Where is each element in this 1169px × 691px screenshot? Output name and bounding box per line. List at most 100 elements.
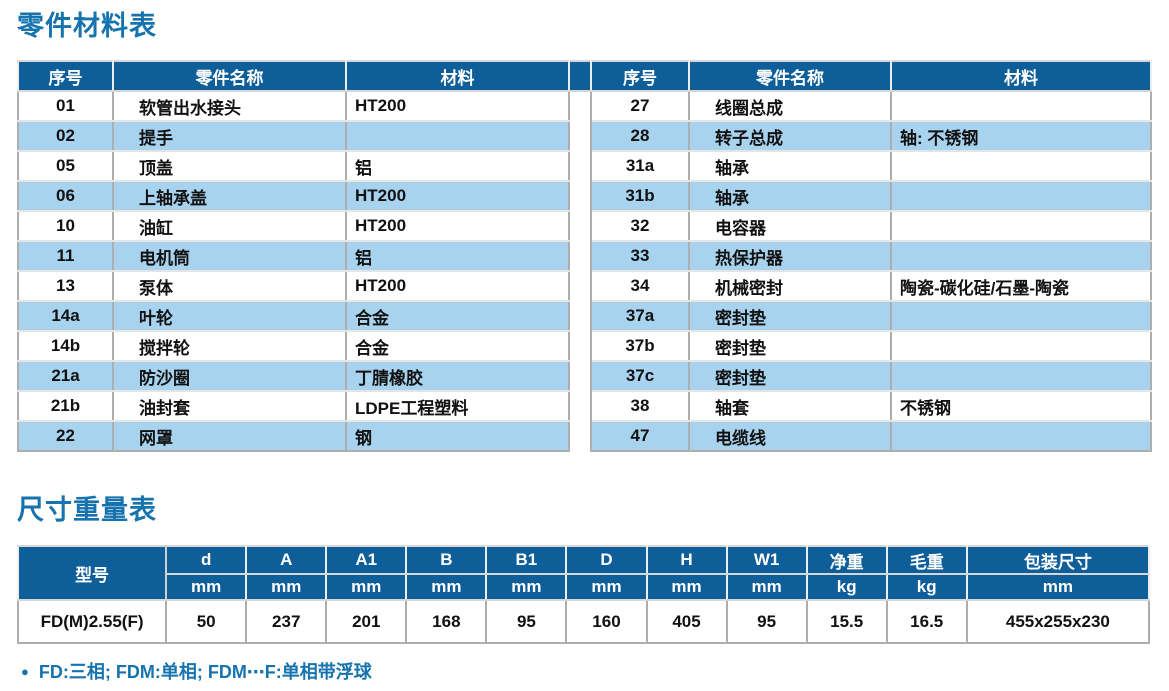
part-name: 网罩 [112, 420, 347, 452]
dim-column-unit: kg [805, 573, 888, 601]
dim-value: 168 [405, 599, 488, 644]
part-material: 不锈钢 [890, 390, 1152, 422]
part-name: 上轴承盖 [112, 180, 347, 212]
part-number: 28 [590, 120, 690, 152]
dim-value: 237 [245, 599, 328, 644]
parts-row: 21a 防沙圈 丁腈橡胶 37c 密封垫 [17, 360, 1152, 392]
header-gap [568, 60, 592, 92]
parts-row: 01 软管出水接头 HT200 27 线圈总成 [17, 90, 1152, 122]
part-material: 轴: 不锈钢 [890, 120, 1152, 152]
part-number: 14b [17, 330, 114, 362]
part-name: 电缆线 [688, 420, 892, 452]
parts-row: 14b 搅拌轮 合金 37b 密封垫 [17, 330, 1152, 362]
table-gap [568, 271, 592, 301]
part-material [890, 420, 1152, 452]
parts-material-table: 序号 零件名称 材料 序号 零件名称 材料 01 软管出水接头 HT200 27 线圈总… [17, 60, 1152, 452]
part-number: 31a [590, 150, 690, 182]
part-number: 37a [590, 300, 690, 332]
dim-value: 16.5 [885, 599, 968, 644]
parts-row: 05 顶盖铝 31a 轴承 [17, 150, 1152, 182]
header-right-no: 序号 [590, 60, 690, 92]
table-gap [568, 301, 592, 331]
dim-column-label: A1 [325, 545, 408, 575]
parts-row: 14a 叶轮 合金 37a 密封垫 [17, 300, 1152, 332]
part-number: 14a [17, 300, 114, 332]
table-gap [568, 241, 592, 271]
part-name: 软管出水接头 [112, 90, 347, 122]
part-material: HT200 [345, 270, 570, 302]
part-number: 06 [17, 180, 114, 212]
parts-row: 06 上轴承盖 HT200 31b 轴承 [17, 180, 1152, 212]
header-left-name: 零件名称 [112, 60, 347, 92]
part-material: HT200 [345, 210, 570, 242]
part-material: 合金 [345, 300, 570, 332]
part-material: 铝 [345, 240, 570, 272]
part-number: 33 [590, 240, 690, 272]
part-name: 转子总成 [688, 120, 892, 152]
part-name: 热保护器 [688, 240, 892, 272]
dim-column-unit: mm [565, 573, 648, 601]
part-name: 电机筒 [112, 240, 347, 272]
part-number: 22 [17, 420, 114, 452]
table-gap [568, 121, 592, 151]
part-name: 顶盖 [112, 150, 347, 182]
parts-table-header: 序号 零件名称 材料 序号 零件名称 材料 [17, 60, 1152, 92]
part-number: 38 [590, 390, 690, 422]
dim-value: 160 [565, 599, 648, 644]
part-material [890, 360, 1152, 392]
part-material [890, 180, 1152, 212]
dim-column-unit: kg [885, 573, 968, 601]
dim-value: 50 [165, 599, 248, 644]
header-right-material: 材料 [890, 60, 1152, 92]
part-number: 13 [17, 270, 114, 302]
part-material: 陶瓷-碳化硅/石墨-陶瓷 [890, 270, 1152, 302]
dim-column-label: D [565, 545, 648, 575]
model-column-header: 型号 [16, 545, 168, 601]
part-number: 10 [17, 210, 114, 242]
part-name: 机械密封 [688, 270, 892, 302]
footnote: ● FD:三相; FDM:单相; FDM⋯F:单相带浮球 [17, 658, 1169, 684]
part-material: LDPE工程塑料 [345, 390, 570, 422]
parts-table-title: 零件材料表 [17, 11, 157, 41]
dimensions-weight-table: 型号 d A A1 B B1 D H W1 净重 毛重 包装尺寸 mm mm mm mm mm mm mm mm k… [16, 545, 1151, 644]
part-material: 合金 [345, 330, 570, 362]
part-name: 密封垫 [688, 360, 892, 392]
dim-column-label: d [165, 545, 248, 575]
parts-row: 02 提手 28 转子总成 轴: 不锈钢 [17, 120, 1152, 152]
dim-column-label: B1 [485, 545, 568, 575]
dim-column-label: A [245, 545, 328, 575]
table-gap [568, 421, 592, 451]
part-number: 21a [17, 360, 114, 392]
table-gap [568, 331, 592, 361]
part-material [890, 330, 1152, 362]
parts-row: 22 网罩钢 47 电缆线 [17, 420, 1152, 452]
dims-table-title: 尺寸重量表 [17, 495, 157, 525]
part-material [890, 150, 1152, 182]
part-name: 油封套 [112, 390, 347, 422]
part-name: 轴承 [688, 150, 892, 182]
table-gap [568, 151, 592, 181]
part-number: 05 [17, 150, 114, 182]
dim-column-unit: mm [245, 573, 328, 601]
parts-row: 11 电机筒铝 33 热保护器 [17, 240, 1152, 272]
dim-value: 95 [485, 599, 568, 644]
dim-column-unit: mm [165, 573, 248, 601]
dim-column-label: 包装尺寸 [965, 545, 1151, 575]
parts-row: 10 油缸 HT200 32 电容器 [17, 210, 1152, 242]
part-material [890, 90, 1152, 122]
part-name: 叶轮 [112, 300, 347, 332]
part-material: HT200 [345, 180, 570, 212]
dim-column-unit: mm [485, 573, 568, 601]
part-number: 27 [590, 90, 690, 122]
header-left-material: 材料 [345, 60, 570, 92]
part-number: 47 [590, 420, 690, 452]
part-name: 提手 [112, 120, 347, 152]
dim-value: 15.5 [805, 599, 888, 644]
parts-table-body: 01 软管出水接头 HT200 27 线圈总成 02 提手 28 转子总成 轴: 不锈钢 05 顶盖铝… [17, 90, 1152, 452]
bullet-icon: ● [21, 663, 29, 679]
part-number: 31b [590, 180, 690, 212]
dim-column-unit: mm [645, 573, 728, 601]
part-name: 密封垫 [688, 330, 892, 362]
dim-value: 455x255x230 [965, 599, 1151, 644]
